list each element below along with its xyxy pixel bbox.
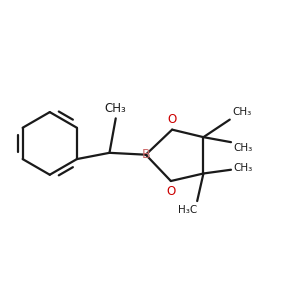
Text: O: O xyxy=(167,113,177,126)
Text: H₃C: H₃C xyxy=(178,205,198,215)
Text: CH₃: CH₃ xyxy=(105,102,127,115)
Text: O: O xyxy=(166,185,176,198)
Text: B: B xyxy=(142,148,150,161)
Text: CH₃: CH₃ xyxy=(233,143,253,153)
Text: CH₃: CH₃ xyxy=(232,107,251,117)
Text: CH₃: CH₃ xyxy=(233,164,253,173)
